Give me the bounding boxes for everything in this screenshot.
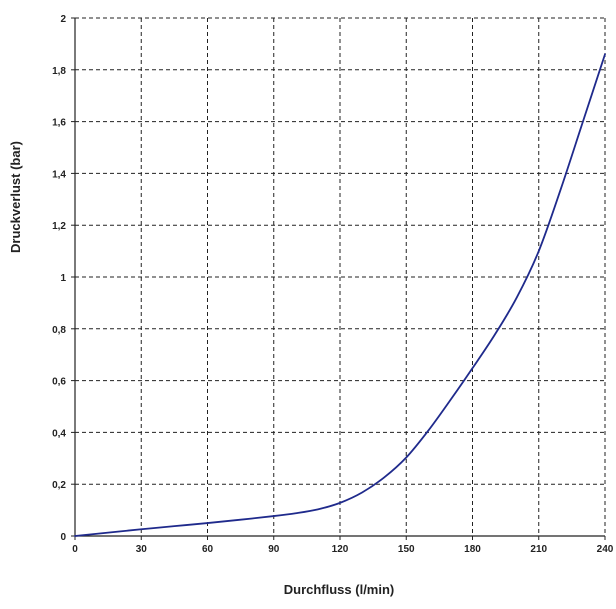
x-tick-label: 90 <box>268 544 280 555</box>
series-line <box>74 53 606 537</box>
x-tick-label: 120 <box>332 544 349 555</box>
y-axis: 0 0,2 0,4 0,6 0,8 1 1,2 1,4 1,6 1,8 2 <box>52 14 75 543</box>
y-tick-label: 0,4 <box>52 428 66 439</box>
x-tick-label: 180 <box>464 544 481 555</box>
x-tick-label: 150 <box>398 544 415 555</box>
x-axis-title: Durchfluss (l/min) <box>284 582 395 597</box>
x-tick-label: 0 <box>72 544 78 555</box>
y-tick-label: 1,4 <box>52 169 66 180</box>
grid <box>75 18 605 536</box>
y-tick-label: 1 <box>60 273 66 284</box>
x-axis: 0 30 60 90 120 150 180 210 240 <box>72 536 614 555</box>
series-group <box>74 53 606 537</box>
y-tick-label: 0,6 <box>52 377 66 388</box>
x-tick-label: 60 <box>202 544 214 555</box>
y-tick-label: 1,8 <box>52 66 66 77</box>
y-tick-label: 0 <box>60 532 66 543</box>
y-tick-label: 0,2 <box>52 480 66 491</box>
y-axis-title: Druckverlust (bar) <box>8 141 23 253</box>
y-tick-label: 1,6 <box>52 118 66 129</box>
y-tick-label: 1,2 <box>52 221 66 232</box>
y-tick-label: 2 <box>60 14 66 25</box>
y-tick-label: 0,8 <box>52 325 66 336</box>
x-tick-label: 30 <box>136 544 148 555</box>
x-tick-label: 210 <box>530 544 547 555</box>
x-tick-label: 240 <box>597 544 614 555</box>
